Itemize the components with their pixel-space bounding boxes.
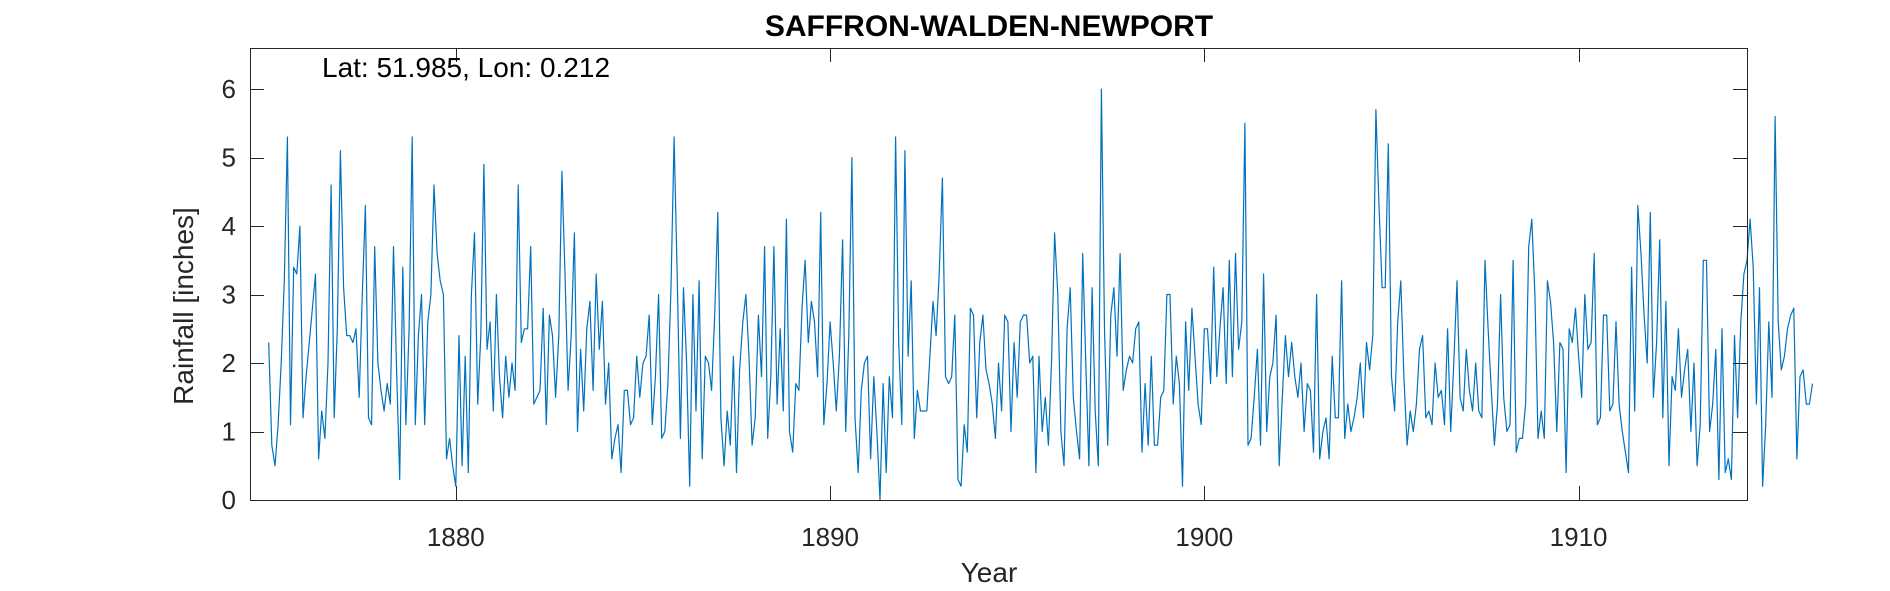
- x-tick-label: 1900: [1175, 522, 1233, 552]
- series-line-rainfall: [268, 88, 1814, 501]
- x-tick-label: 1890: [801, 522, 859, 552]
- y-tick-label: 5: [222, 143, 236, 173]
- plot-area: [250, 48, 1747, 500]
- y-tick-label: 3: [222, 280, 236, 310]
- x-tick-label: 1910: [1550, 522, 1608, 552]
- location-annotation: Lat: 51.985, Lon: 0.212: [322, 52, 610, 83]
- y-tick-label: 0: [222, 485, 236, 515]
- y-tick-label: 1: [222, 417, 236, 447]
- x-tick-label: 1880: [427, 522, 485, 552]
- chart-title: SAFFRON-WALDEN-NEWPORT: [765, 10, 1213, 43]
- y-tick-label: 2: [222, 348, 236, 378]
- axes-box: [250, 48, 1748, 501]
- x-axis-label: Year: [961, 557, 1018, 588]
- y-tick-label: 6: [222, 74, 236, 104]
- y-tick-label: 4: [222, 211, 236, 241]
- y-axis-label: Rainfall [inches]: [168, 207, 199, 405]
- series-layer: [268, 88, 1814, 501]
